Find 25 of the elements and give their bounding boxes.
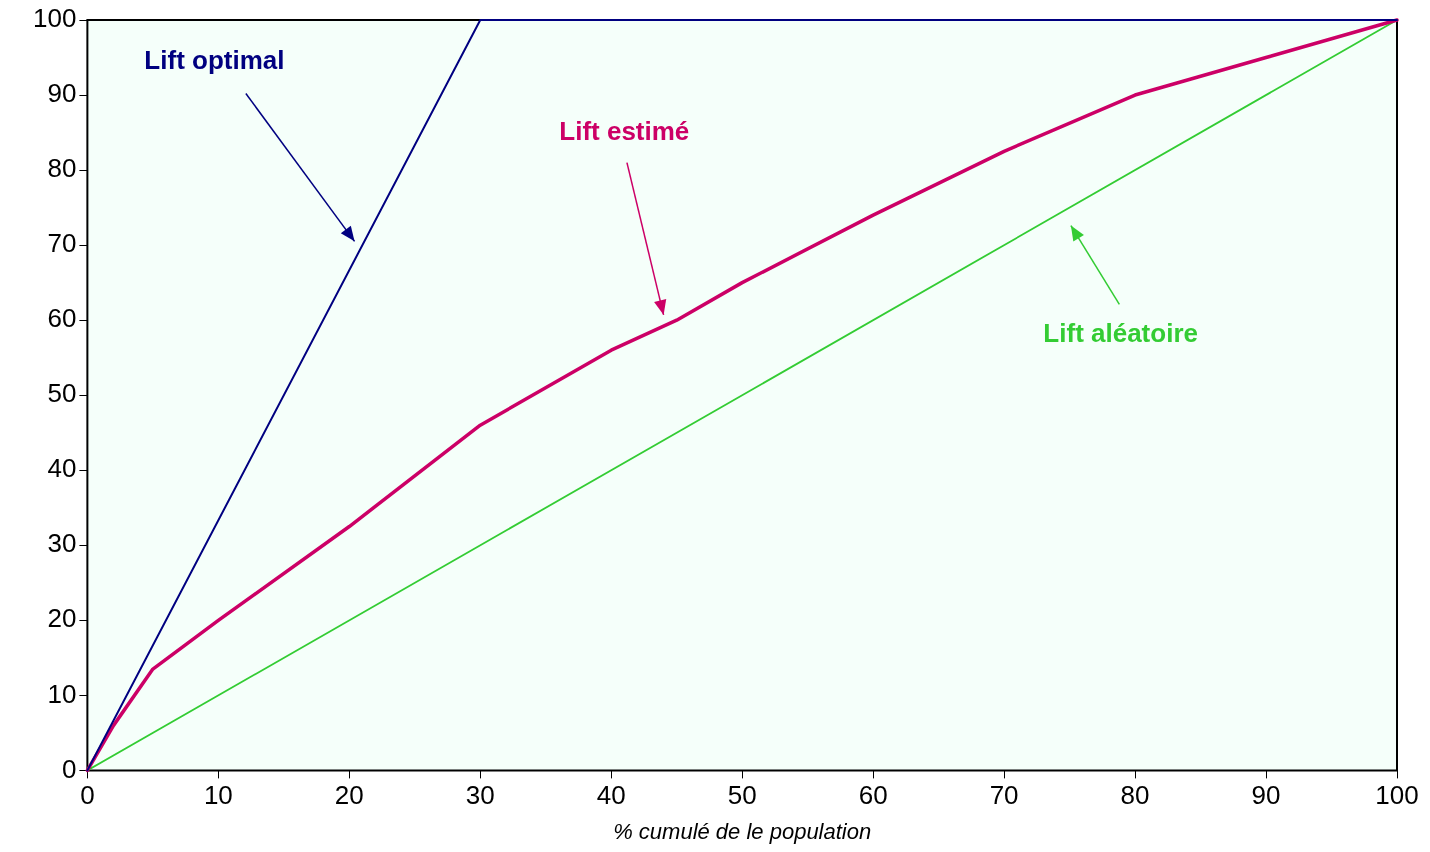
y-tick-label: 30 bbox=[47, 528, 77, 559]
annotation: Lift optimal bbox=[144, 45, 285, 76]
x-tick-label: 70 bbox=[989, 780, 1019, 811]
y-tick-label: 40 bbox=[47, 453, 77, 484]
x-tick-label: 30 bbox=[465, 780, 495, 811]
x-tick-label: 40 bbox=[596, 780, 626, 811]
x-tick-label: 50 bbox=[727, 780, 757, 811]
x-axis-title: % cumulé de le population bbox=[613, 818, 872, 844]
y-tick-label: 50 bbox=[47, 378, 77, 409]
y-tick-label: 60 bbox=[47, 303, 77, 334]
x-tick-label: 60 bbox=[858, 780, 888, 811]
x-tick-label: 10 bbox=[203, 780, 233, 811]
y-tick-label: 20 bbox=[47, 603, 77, 634]
x-tick-label: 100 bbox=[1375, 780, 1419, 811]
x-tick-label: 90 bbox=[1251, 780, 1281, 811]
y-tick-label: 90 bbox=[47, 78, 77, 109]
x-tick-label: 80 bbox=[1120, 780, 1150, 811]
y-tick-label: 70 bbox=[47, 228, 77, 259]
annotation: Lift estimé bbox=[559, 115, 690, 146]
y-tick-label: 0 bbox=[61, 753, 77, 784]
y-tick-label: 10 bbox=[47, 678, 77, 709]
y-tick-label: 100 bbox=[32, 3, 77, 34]
annotation: Lift aléatoire bbox=[1043, 317, 1198, 348]
x-tick-label: 20 bbox=[334, 780, 364, 811]
y-tick-label: 80 bbox=[47, 153, 77, 184]
